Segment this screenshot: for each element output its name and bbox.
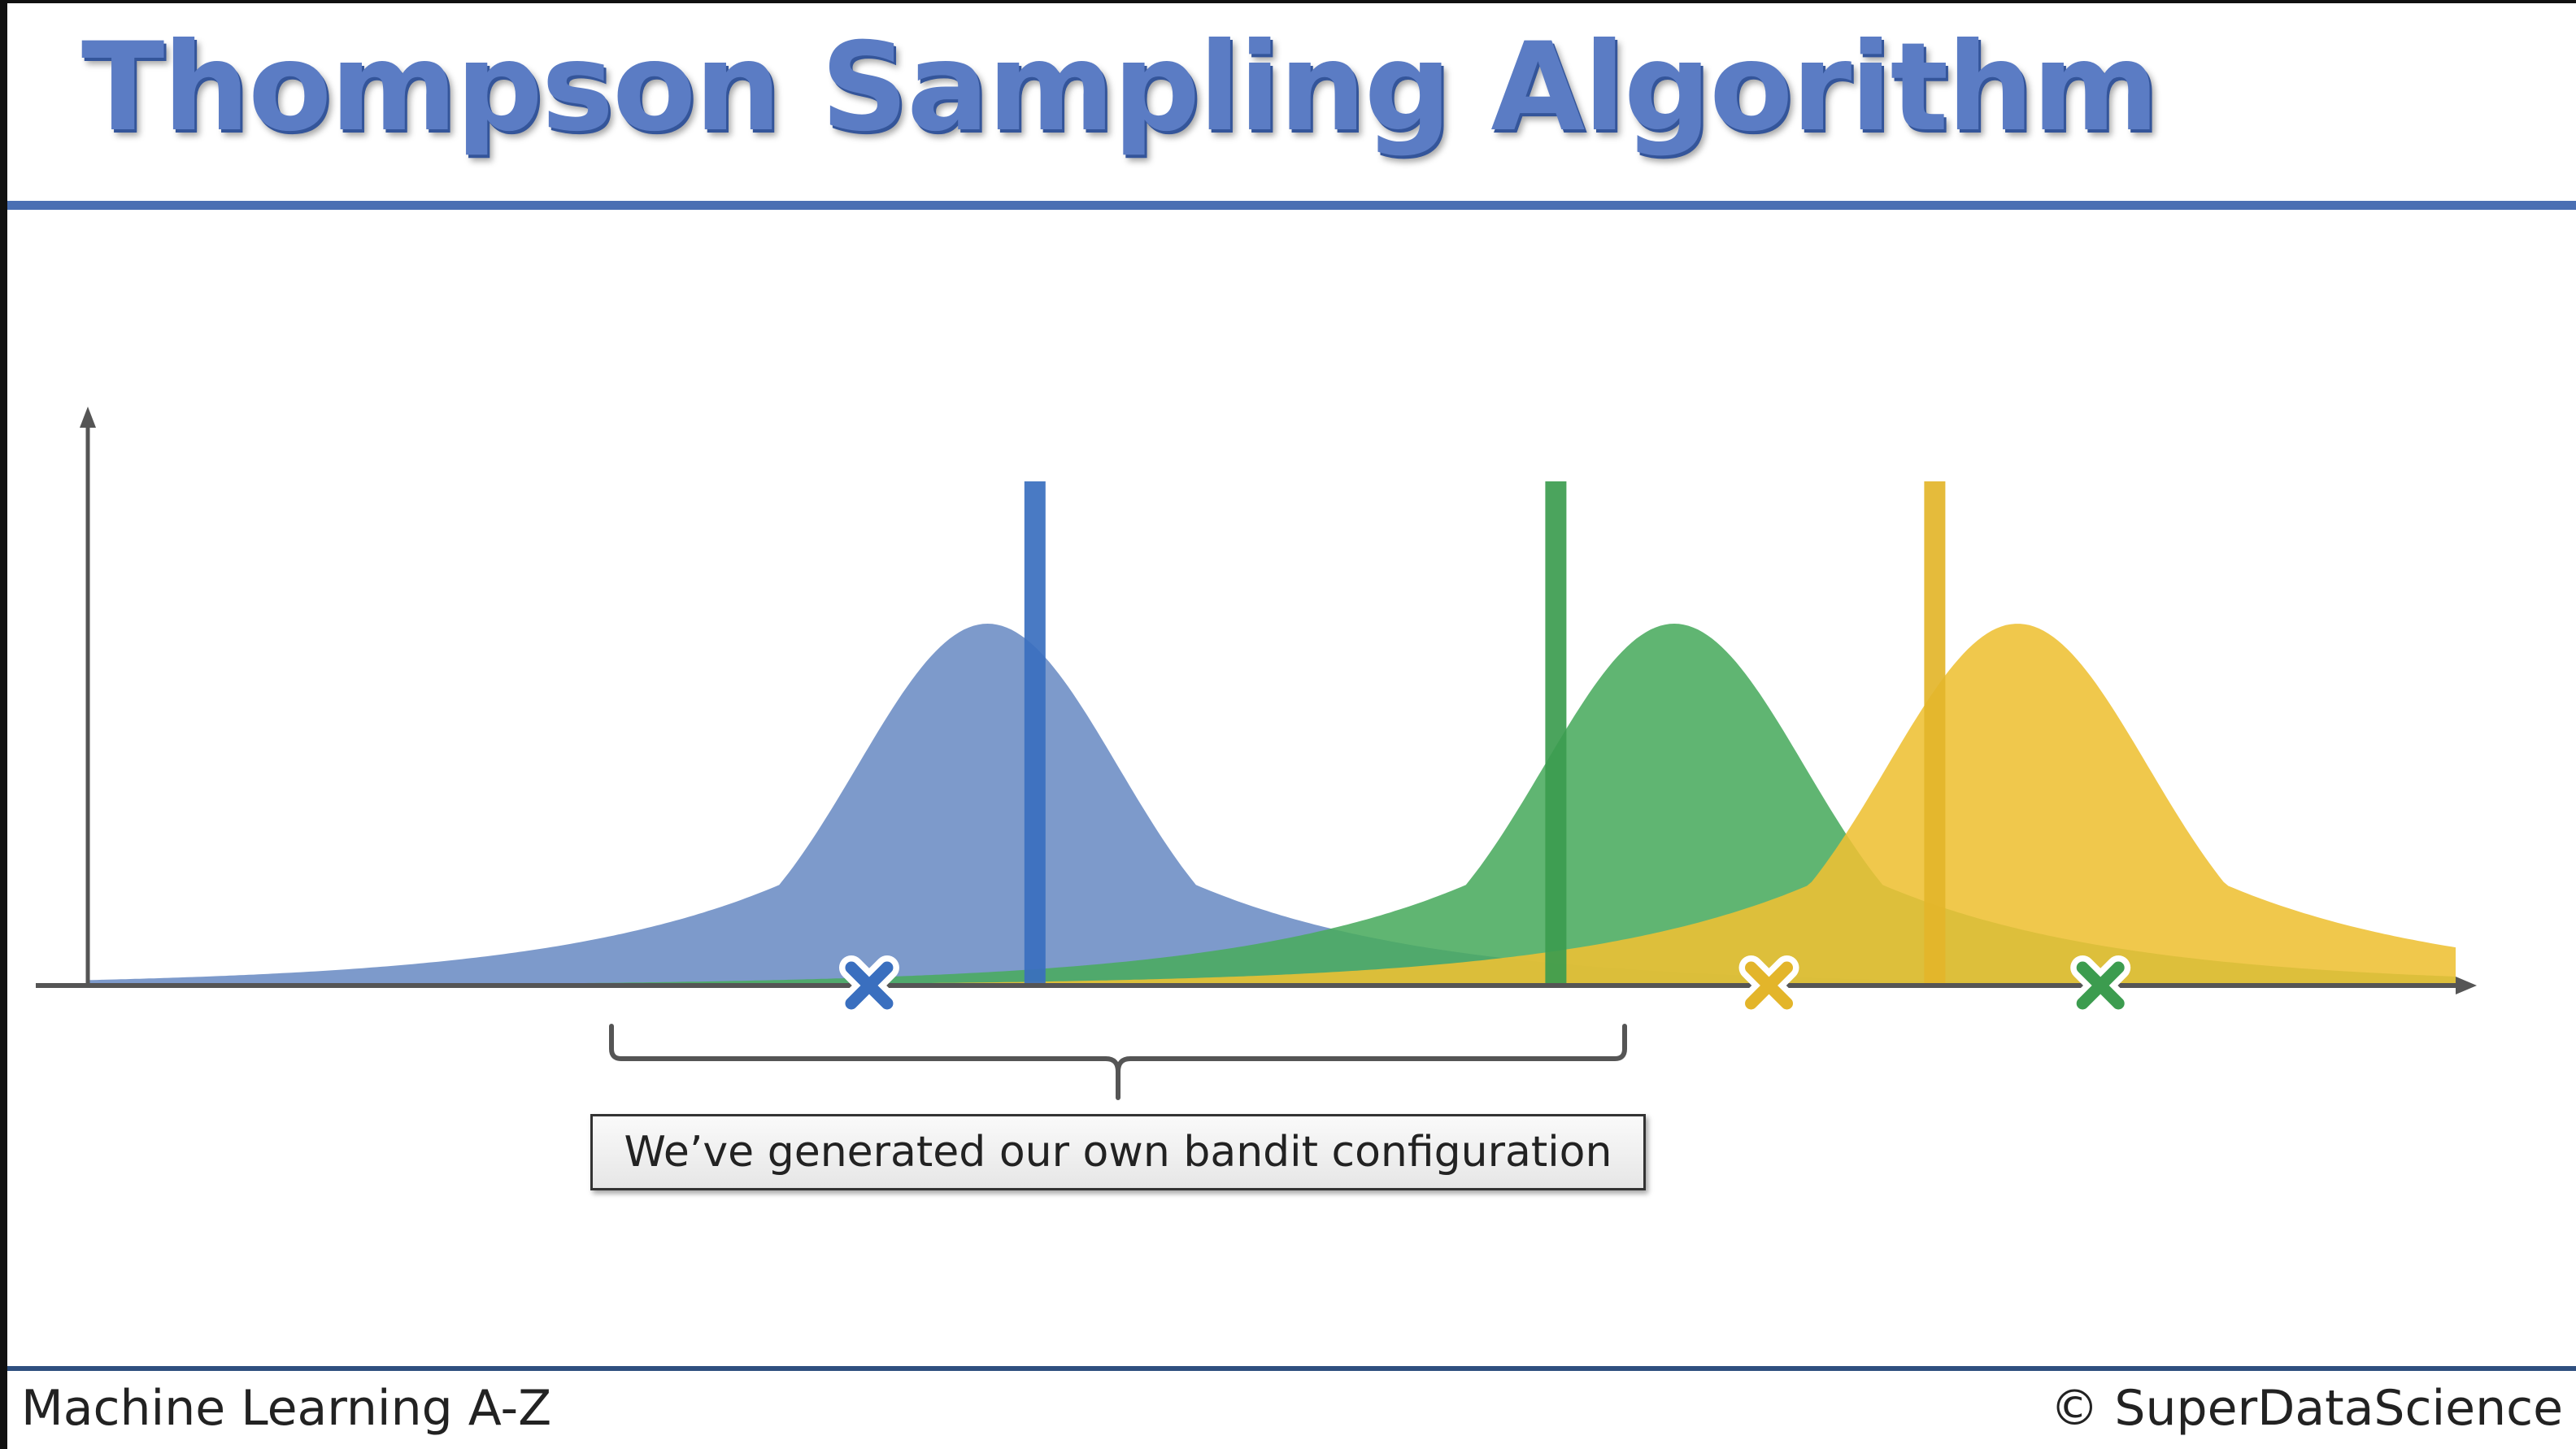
- distribution-curves: [88, 624, 2456, 986]
- blue-sample-x-cross-icon: [838, 955, 899, 1016]
- top-border: [0, 0, 2576, 3]
- caption-text: We’ve generated our own bandit configura…: [624, 1128, 1612, 1177]
- sample-markers: [838, 955, 2131, 1016]
- footer-rule: [7, 1366, 2576, 1371]
- yellow-sample-x-cross-icon: [1738, 955, 1799, 1016]
- footer-copyright: © SuperDataScience: [2050, 1380, 2563, 1437]
- x-axis-arrow-icon: [2456, 977, 2477, 994]
- axes: [36, 407, 2477, 994]
- green-sample-x-cross-icon: [2070, 955, 2131, 1016]
- yellow-distribution: [88, 624, 2456, 986]
- y-axis-arrow-icon: [80, 407, 96, 428]
- footer-course-title: Machine Learning A-Z: [21, 1380, 552, 1437]
- blue-distribution: [88, 624, 2456, 986]
- green-true-value-bar: [1545, 481, 1567, 986]
- slide-title: Thompson Sampling Algorithm: [81, 17, 2159, 159]
- title-rule: [7, 201, 2576, 210]
- left-border: [0, 0, 7, 1449]
- blue-true-value-bar: [1024, 481, 1046, 986]
- true-value-bars: [1024, 481, 1946, 986]
- curly-brace: [609, 1024, 1627, 1100]
- yellow-true-value-bar: [1924, 481, 1946, 986]
- caption-box: We’ve generated our own bandit configura…: [590, 1114, 1646, 1190]
